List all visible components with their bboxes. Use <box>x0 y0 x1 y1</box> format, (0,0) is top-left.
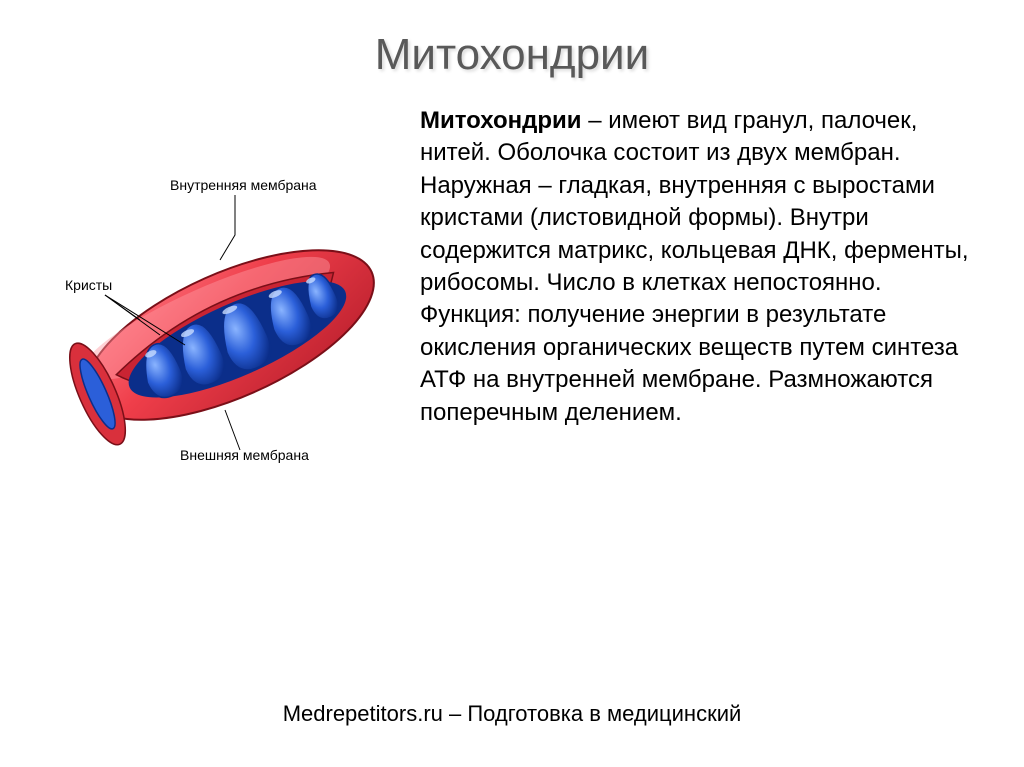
lead-term: Митохондрии <box>420 107 582 134</box>
diagram-column: Внутренняя мембрана Кристы Внешняя мембр… <box>50 100 410 485</box>
label-cristae: Кристы <box>65 277 112 293</box>
label-inner-membrane: Внутренняя мембрана <box>170 177 317 193</box>
body-paragraph: Митохондрии – имеют вид гранул, палочек,… <box>420 105 974 429</box>
slide: Митохондрии <box>0 0 1024 767</box>
label-outer-membrane: Внешняя мембрана <box>180 447 309 463</box>
footer-text: Medrepetitors.ru – Подготовка в медицинс… <box>50 701 974 727</box>
body-text: Митохондрии – имеют вид гранул, палочек,… <box>420 100 974 429</box>
mitochondria-diagram: Внутренняя мембрана Кристы Внешняя мембр… <box>50 160 410 480</box>
body-content: – имеют вид гранул, палочек, нитей. Обол… <box>420 107 969 426</box>
content-row: Внутренняя мембрана Кристы Внешняя мембр… <box>50 100 974 691</box>
slide-title: Митохондрии <box>50 30 974 80</box>
